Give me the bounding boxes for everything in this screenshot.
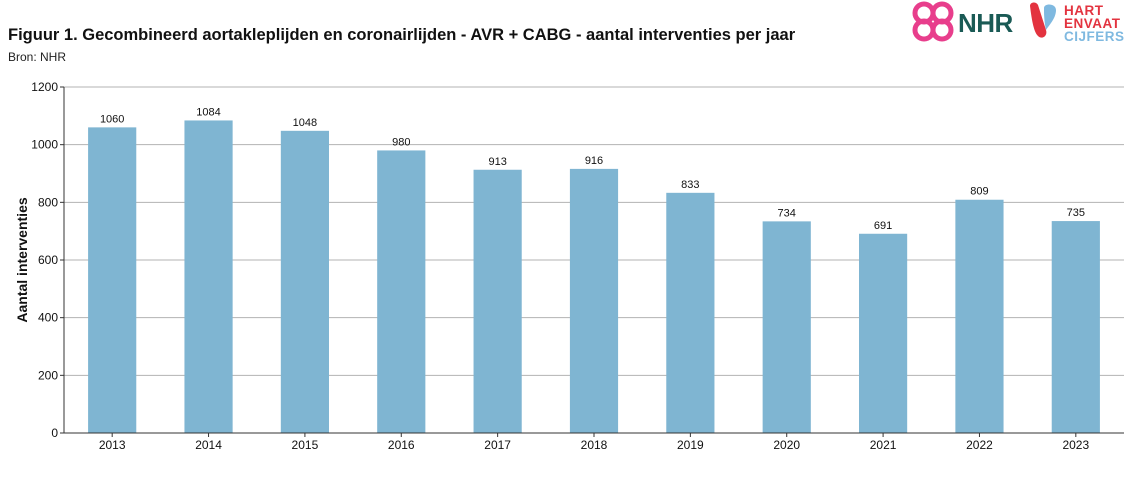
- y-tick-label: 200: [38, 368, 58, 382]
- data-label: 735: [1067, 207, 1085, 219]
- bar: [1051, 221, 1100, 433]
- bar: [762, 221, 811, 433]
- bar: [473, 169, 522, 434]
- data-label: 734: [778, 207, 796, 219]
- data-label: 1084: [196, 106, 220, 118]
- nhr-logo-icon: [912, 1, 954, 42]
- bar: [859, 233, 908, 433]
- bar: [184, 120, 233, 434]
- nhr-logo-text: NHR: [958, 8, 1013, 38]
- logo-area: NHR HART ENVAAT CIJFERS: [906, 0, 1140, 46]
- x-tick-label: 2018: [581, 438, 608, 452]
- y-tick-label: 1200: [31, 80, 58, 94]
- data-label: 809: [970, 186, 988, 198]
- x-tick-label: 2016: [388, 438, 415, 452]
- y-axis-title: Aantal interventies: [14, 197, 30, 322]
- hartenvaat-text-2: ENVAAT: [1064, 16, 1121, 31]
- bar: [569, 168, 619, 434]
- y-tick-label: 400: [38, 311, 58, 325]
- hartenvaat-text-1: HART: [1064, 3, 1104, 18]
- bar: [88, 127, 137, 433]
- data-label: 980: [392, 136, 410, 148]
- bar: [377, 150, 426, 433]
- bar: [955, 199, 1004, 433]
- data-label: 691: [874, 220, 892, 232]
- data-label: 913: [488, 156, 506, 168]
- x-tick-label: 2023: [1062, 438, 1089, 452]
- hartenvaat-text-3: CIJFERS: [1064, 29, 1125, 44]
- x-tick-label: 2015: [292, 438, 319, 452]
- x-tick-label: 2020: [773, 438, 800, 452]
- y-tick-label: 1000: [31, 138, 58, 152]
- x-tick-label: 2013: [99, 438, 126, 452]
- data-label: 916: [585, 155, 603, 167]
- x-tick-label: 2021: [870, 438, 897, 452]
- chart-title: Figuur 1. Gecombineerd aortakleplijden e…: [8, 26, 796, 44]
- x-tick-label: 2017: [484, 438, 511, 452]
- bar: [666, 192, 715, 433]
- chart-source: Bron: NHR: [8, 50, 67, 64]
- data-label: 1048: [293, 117, 317, 129]
- data-label: 833: [681, 179, 699, 191]
- data-label: 1060: [100, 113, 124, 125]
- y-tick-label: 800: [38, 195, 58, 209]
- y-tick-label: 600: [38, 253, 58, 267]
- x-tick-label: 2022: [966, 438, 993, 452]
- x-tick-label: 2014: [195, 438, 222, 452]
- y-tick-label: 0: [51, 426, 58, 440]
- hartenvaat-logo-icon: [1030, 2, 1056, 38]
- x-tick-label: 2019: [677, 438, 704, 452]
- bar: [280, 130, 329, 433]
